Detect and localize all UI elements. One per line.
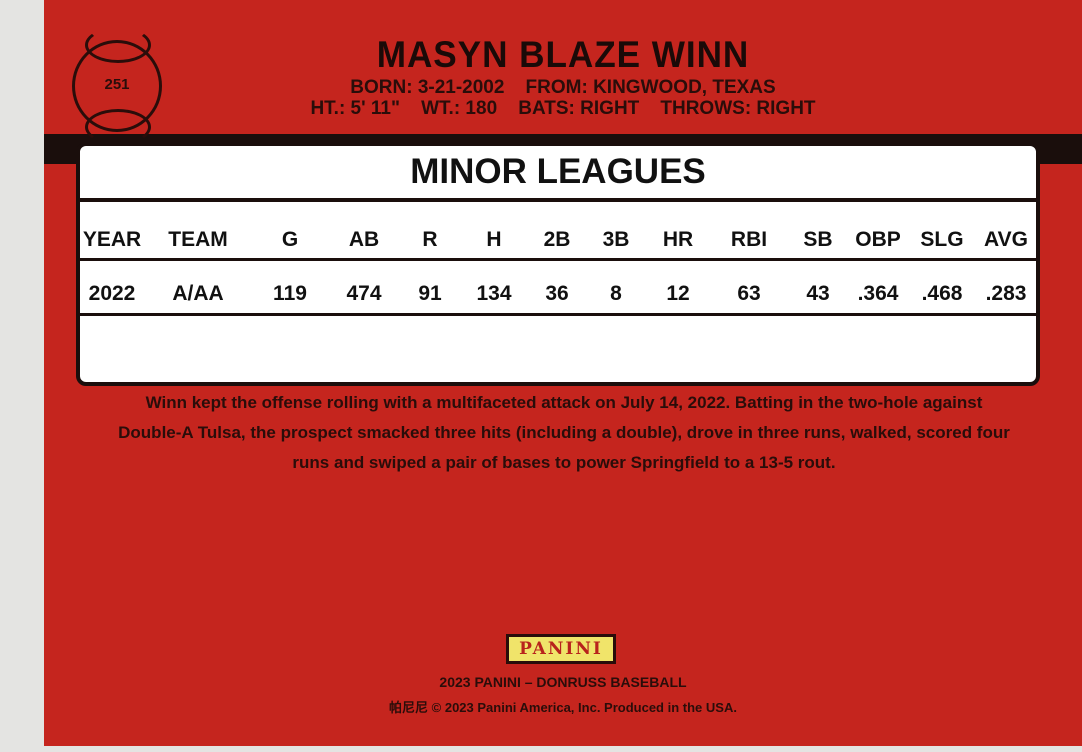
stat-cell: R bbox=[422, 228, 438, 251]
card-back: 251 MASYN BLAZE WINN BORN: 3-21-2002 FRO… bbox=[44, 0, 1082, 746]
stat-cell: AVG bbox=[984, 228, 1028, 251]
stat-cell: HR bbox=[662, 228, 694, 251]
footer-line-2: 帕尼尼 © 2023 Panini America, Inc. Produced… bbox=[389, 700, 737, 715]
stats-header-row: YEAR TEAM G AB R H 2B 3B HR RBI SB OBP SLG AVG bbox=[80, 228, 1036, 258]
stat-cell: 474 bbox=[346, 282, 382, 305]
stat-cell: 2B bbox=[543, 228, 571, 251]
stat-cell: RBI bbox=[730, 228, 768, 251]
divider bbox=[80, 258, 1036, 261]
stats-box: MINOR LEAGUES YEAR TEAM G AB R H 2B 3B HR RBI SB OB… bbox=[76, 142, 1040, 386]
blurb-text: Winn kept the offense rolling with a mul… bbox=[118, 393, 1010, 472]
bio-line-1: BORN: 3-21-2002 FROM: KINGWOOD, TEXAS bbox=[350, 77, 776, 98]
card-number: 251 bbox=[104, 76, 130, 93]
stat-cell: 36 bbox=[545, 282, 569, 305]
stat-cell: 3B bbox=[602, 228, 630, 251]
stat-cell: 2022 bbox=[88, 282, 136, 305]
divider bbox=[80, 198, 1036, 202]
stat-cell: 43 bbox=[806, 282, 830, 305]
stat-cell: 63 bbox=[737, 282, 761, 305]
player-name: MASYN BLAZE WINN bbox=[376, 34, 750, 75]
stat-cell: .283 bbox=[985, 282, 1027, 305]
stat-cell: TEAM bbox=[168, 228, 228, 251]
footer-line-1: 2023 PANINI – DONRUSS BASEBALL bbox=[439, 674, 687, 690]
stat-cell: A/AA bbox=[172, 282, 224, 305]
stat-cell: G bbox=[281, 228, 299, 251]
stat-cell: SB bbox=[803, 228, 833, 251]
stat-cell: .364 bbox=[857, 282, 899, 305]
stat-cell: 91 bbox=[418, 282, 442, 305]
stats-title: MINOR LEAGUES bbox=[410, 152, 706, 191]
divider bbox=[80, 313, 1036, 316]
stat-cell: SLG bbox=[920, 228, 964, 251]
stat-cell: 134 bbox=[476, 282, 512, 305]
baseball-icon: 251 bbox=[72, 27, 162, 145]
stat-cell: 12 bbox=[666, 282, 690, 305]
panini-logo: PANINI bbox=[506, 634, 616, 664]
stat-cell: 119 bbox=[273, 282, 307, 305]
stat-cell: .468 bbox=[921, 282, 963, 305]
stats-row: 2022 A/AA 119 474 91 134 36 8 12 63 43 .364 .468 .283 bbox=[80, 282, 1036, 312]
bio-line-2: HT.: 5' 11" WT.: 180 BATS: RIGHT THROWS:… bbox=[310, 98, 816, 119]
stat-cell: 8 bbox=[610, 282, 622, 305]
stat-cell: AB bbox=[348, 228, 380, 251]
stat-cell: OBP bbox=[855, 228, 901, 251]
stat-cell: YEAR bbox=[82, 228, 142, 251]
stat-cell: H bbox=[486, 228, 502, 251]
